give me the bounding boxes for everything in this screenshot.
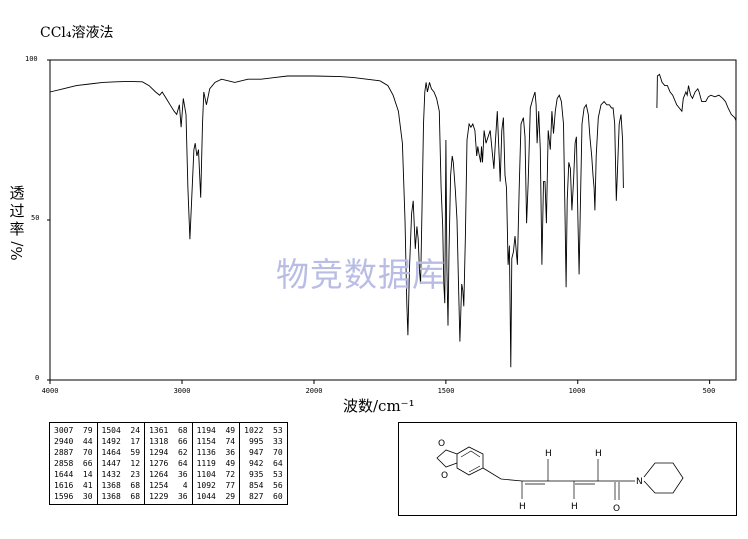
y-tick-label: 0 [35, 374, 40, 382]
y-axis-label-char-1: 透 [9, 184, 25, 202]
peak-entry: 1104 72 [196, 470, 236, 479]
x-tick-label: 1000 [568, 387, 586, 395]
peak-entry: 1368 68 [101, 492, 141, 501]
peak-entry: 935 53 [244, 470, 283, 479]
peak-entry: 995 33 [244, 437, 283, 446]
peak-entry: 1596 30 [54, 492, 93, 501]
peak-entry: 1504 24 [101, 426, 141, 435]
peak-entry: 1432 23 [101, 470, 141, 479]
peak-entry: 1368 68 [101, 481, 141, 490]
watermark: 物竞数据库 [276, 255, 446, 294]
peak-entry: 1092 77 [196, 481, 236, 490]
peak-entry: 1447 12 [101, 459, 141, 468]
x-axis-label: 波数/cm⁻¹ [343, 397, 415, 415]
peak-entry: 1264 36 [149, 470, 188, 479]
oxygen-label: O [438, 439, 445, 449]
benzene-inner-bond [460, 450, 481, 458]
peak-table: 3007 79 2940 44 2887 70 2858 66 1644 14 1616 … [49, 422, 288, 505]
spectrum-line-2 [656, 73, 737, 121]
peak-entry: 1361 68 [149, 426, 188, 435]
y-axis-label-char-3: 率 [9, 220, 25, 238]
x-tick-label: 4000 [41, 387, 59, 395]
x-tick-label: 3000 [173, 387, 191, 395]
oxygen-label: O [441, 471, 448, 481]
peak-entry: 1154 74 [196, 437, 236, 446]
peak-entry: 1492 17 [101, 437, 141, 446]
molecule-structure: O O H H H H O N [436, 439, 684, 514]
diene-chain [482, 467, 617, 482]
piperidine-ring [643, 462, 684, 494]
peak-entry: 1119 49 [196, 459, 236, 468]
structure-panel: O O H H H H O N [398, 422, 737, 516]
peak-column: 1504 24 1492 17 1464 59 1447 12 1432 23 1368 … [96, 422, 146, 505]
peak-entry: 2940 44 [54, 437, 93, 446]
peak-column: 3007 79 2940 44 2887 70 2858 66 1644 14 1616 … [49, 422, 98, 505]
peak-entry: 1022 53 [244, 426, 283, 435]
x-tick-label: 500 [702, 387, 716, 395]
peak-column: 1194 49 1154 74 1136 36 1119 49 1104 72 1092 … [191, 422, 241, 505]
peak-table-row: 3007 79 2940 44 2887 70 2858 66 1644 14 1616 … [49, 422, 288, 505]
peak-entry: 1644 14 [54, 470, 93, 479]
peak-entry: 1276 64 [149, 459, 188, 468]
peak-entry: 1464 59 [101, 448, 141, 457]
x-tick-label: 2000 [305, 387, 323, 395]
y-axis-label-char-2: 过 [9, 202, 25, 220]
chart-title: CCl₄溶液法 [40, 25, 114, 41]
peak-entry: 1194 49 [196, 426, 236, 435]
peak-entry: 827 60 [244, 492, 283, 501]
nitrogen-label: N [636, 477, 643, 487]
peak-entry: 942 64 [244, 459, 283, 468]
y-tick-label: 100 [25, 55, 38, 63]
benzene-inner-bond [468, 465, 481, 473]
peak-entry: 2887 70 [54, 448, 93, 457]
benzene-ring [456, 446, 484, 476]
hydrogen-label: H [545, 449, 552, 459]
axis-ticks [47, 59, 711, 384]
peak-entry: 1294 62 [149, 448, 188, 457]
spectrum-line-1 [49, 75, 624, 368]
peak-column: 1022 53 995 33 947 70 942 64 935 53 854 … [239, 422, 288, 505]
peak-entry: 1254 4 [149, 481, 188, 490]
x-tick-label: 1500 [437, 387, 455, 395]
peak-entry: 1044 29 [196, 492, 236, 501]
hydrogen-label: H [519, 502, 526, 512]
peak-entry: 3007 79 [54, 426, 93, 435]
peak-entry: 1136 36 [196, 448, 236, 457]
y-axis-label: 透 过 率 %/ [6, 184, 28, 261]
hydrogen-label: H [595, 449, 602, 459]
plot-frame [49, 59, 737, 381]
carbonyl-oxygen-label: O [613, 504, 620, 514]
peak-entry: 854 56 [244, 481, 283, 490]
y-tick-label: 50 [31, 214, 40, 222]
peak-entry: 2858 66 [54, 459, 93, 468]
dioxole-ring [436, 449, 458, 468]
peak-column: 1361 68 1318 66 1294 62 1276 64 1264 36 1254 … [144, 422, 193, 505]
series-layer [49, 73, 737, 368]
spectrum-plot [47, 59, 737, 384]
peak-entry: 1616 41 [54, 481, 93, 490]
peak-entry: 947 70 [244, 448, 283, 457]
peak-entry: 1229 36 [149, 492, 188, 501]
peak-entry: 1318 66 [149, 437, 188, 446]
hydrogen-label: H [571, 502, 578, 512]
